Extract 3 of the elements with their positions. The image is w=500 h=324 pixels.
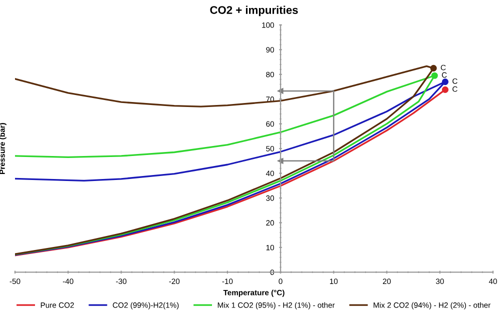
chart-title: CO2 + impurities	[210, 6, 298, 16]
point	[278, 88, 284, 94]
point	[278, 158, 284, 164]
